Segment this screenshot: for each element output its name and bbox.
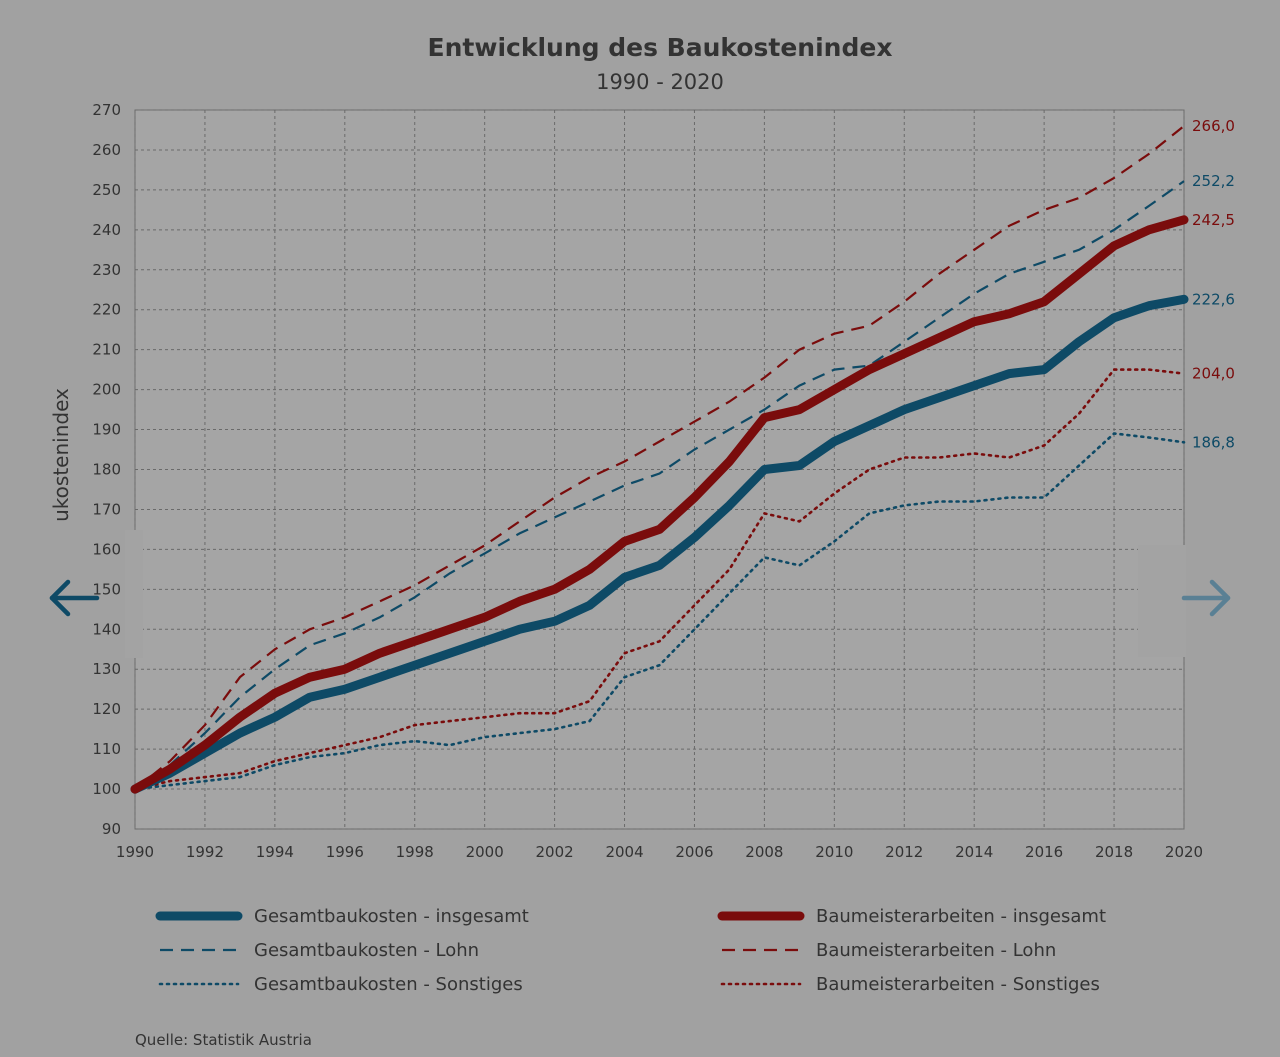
x-tick-label: 1990 bbox=[116, 843, 154, 861]
grid bbox=[134, 109, 1185, 830]
x-tick-label: 1992 bbox=[186, 843, 224, 861]
legend-item: Baumeisterarbeiten - Lohn bbox=[722, 940, 1056, 961]
y-tick-label: 100 bbox=[92, 780, 121, 798]
x-tick-label: 2014 bbox=[955, 843, 993, 861]
x-tick-label: 1996 bbox=[326, 843, 364, 861]
legend-label: Gesamtbaukosten - Sonstiges bbox=[254, 974, 523, 995]
x-tick-label: 2018 bbox=[1095, 843, 1133, 861]
y-tick-label: 270 bbox=[92, 101, 121, 119]
series-layer bbox=[130, 125, 1189, 794]
prev-button[interactable] bbox=[40, 570, 110, 625]
series-end-label: 266,0 bbox=[1192, 117, 1235, 135]
series-line bbox=[134, 180, 1185, 791]
legend-item: Baumeisterarbeiten - insgesamt bbox=[717, 906, 1106, 927]
y-axis-ticks: 90 100 110 120 130 140 150 160 170 180 190 200 210 22… bbox=[92, 101, 121, 838]
series-line bbox=[133, 368, 1186, 791]
y-tick-label: 250 bbox=[92, 181, 121, 199]
series-line bbox=[134, 125, 1185, 790]
series-end-label: 252,2 bbox=[1192, 172, 1235, 190]
x-tick-label: 2004 bbox=[605, 843, 643, 861]
legend-label: Baumeisterarbeiten - insgesamt bbox=[816, 906, 1106, 927]
y-tick-label: 150 bbox=[92, 580, 121, 598]
y-tick-label: 220 bbox=[92, 301, 121, 319]
end-labels: 222,6 242,5 252,2 266,0 186,8 204,0 bbox=[1192, 117, 1235, 451]
series-end-label: 204,0 bbox=[1192, 365, 1235, 383]
x-tick-label: 2006 bbox=[675, 843, 713, 861]
legend-label: Gesamtbaukosten - Lohn bbox=[254, 940, 479, 961]
y-tick-label: 180 bbox=[92, 461, 121, 479]
y-tick-label: 190 bbox=[92, 421, 121, 439]
y-tick-label: 120 bbox=[92, 700, 121, 718]
legend: Gesamtbaukosten - insgesamt Gesamtbaukost… bbox=[155, 906, 1106, 995]
x-tick-label: 2012 bbox=[885, 843, 923, 861]
legend-item: Gesamtbaukosten - insgesamt bbox=[155, 906, 529, 927]
y-tick-label: 90 bbox=[102, 820, 121, 838]
y-tick-label: 160 bbox=[92, 540, 121, 558]
arrow-left-icon bbox=[49, 579, 100, 617]
x-tick-label: 1994 bbox=[256, 843, 294, 861]
prev-overlay bbox=[125, 530, 143, 658]
next-button[interactable] bbox=[1175, 570, 1235, 625]
x-tick-label: 2020 bbox=[1165, 843, 1203, 861]
series-end-label: 242,5 bbox=[1192, 211, 1235, 229]
legend-item: Baumeisterarbeiten - Sonstiges bbox=[720, 974, 1100, 995]
y-tick-label: 170 bbox=[92, 500, 121, 518]
x-tick-label: 2016 bbox=[1025, 843, 1063, 861]
y-tick-label: 130 bbox=[92, 660, 121, 678]
chart-subtitle: 1990 - 2020 bbox=[596, 70, 724, 94]
y-tick-label: 260 bbox=[92, 141, 121, 159]
x-tick-label: 2008 bbox=[745, 843, 783, 861]
x-axis-ticks: 1990 1992 1994 1996 1998 2000 2002 2004 2006 2008… bbox=[116, 843, 1203, 861]
y-axis-label: ukostenindex bbox=[49, 388, 73, 522]
legend-label: Gesamtbaukosten - insgesamt bbox=[254, 906, 529, 927]
y-tick-label: 110 bbox=[92, 740, 121, 758]
y-tick-label: 140 bbox=[92, 620, 121, 638]
legend-label: Baumeisterarbeiten - Lohn bbox=[816, 940, 1056, 961]
y-tick-label: 200 bbox=[92, 381, 121, 399]
series-end-label: 222,6 bbox=[1192, 290, 1235, 308]
arrow-right-icon bbox=[1181, 579, 1231, 617]
x-tick-label: 2002 bbox=[536, 843, 574, 861]
legend-label: Baumeisterarbeiten - Sonstiges bbox=[816, 974, 1100, 995]
y-tick-label: 240 bbox=[92, 221, 121, 239]
series-end-label: 186,8 bbox=[1192, 433, 1235, 451]
series-line bbox=[130, 215, 1189, 794]
legend-item: Gesamtbaukosten - Sonstiges bbox=[158, 974, 523, 995]
x-tick-label: 2000 bbox=[466, 843, 504, 861]
series-line bbox=[133, 432, 1186, 791]
source-note: Quelle: Statistik Austria bbox=[135, 1031, 312, 1049]
y-tick-label: 230 bbox=[92, 261, 121, 279]
plot-area: 222,6 242,5 252,2 266,0 186,8 204,0 bbox=[130, 109, 1235, 830]
x-tick-label: 1998 bbox=[396, 843, 434, 861]
legend-item: Gesamtbaukosten - Lohn bbox=[160, 940, 479, 961]
chart-title: Entwicklung des Baukostenindex bbox=[428, 33, 893, 62]
x-tick-label: 2010 bbox=[815, 843, 853, 861]
y-tick-label: 210 bbox=[92, 341, 121, 359]
series-line bbox=[130, 294, 1189, 794]
next-overlay bbox=[1138, 545, 1186, 657]
